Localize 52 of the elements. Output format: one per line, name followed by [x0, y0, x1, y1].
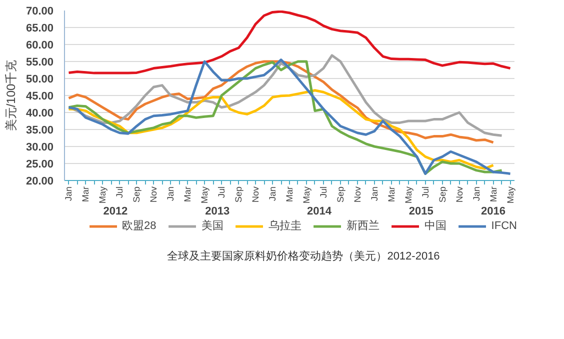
- y-tick-label: 40.00: [26, 108, 54, 120]
- y-tick-label: 25.00: [26, 158, 54, 170]
- text: 2013: [205, 206, 230, 218]
- x-tick-label: Mar: [386, 186, 396, 202]
- x-tick-label: Jul: [216, 186, 227, 198]
- x-tick-label: Nov: [352, 186, 362, 203]
- text: 2016: [481, 206, 506, 218]
- x-tick-label: May: [98, 186, 108, 204]
- x-tick-label: Jul: [420, 186, 430, 198]
- text: 2015: [408, 206, 434, 218]
- y-tick-label: 65.00: [26, 22, 54, 34]
- x-tick-label: Sep: [437, 186, 448, 203]
- x-tick-label: May: [403, 186, 414, 204]
- x-tick-label: Mar: [182, 186, 193, 202]
- y-tick-label: 45.00: [26, 90, 54, 102]
- x-tick-label: Jan: [369, 186, 380, 202]
- legend-label: IFCN: [491, 220, 517, 232]
- line-series: [67, 10, 512, 74]
- text: 2014: [306, 206, 332, 218]
- legend-label: 欧盟28: [122, 219, 156, 233]
- x-tick-label: Sep: [132, 186, 142, 203]
- x-tick-label: Sep: [335, 186, 346, 203]
- x-tick-label: Jan: [166, 186, 176, 202]
- x-tick-label: Mar: [80, 186, 91, 202]
- x-tick-label: Nov: [250, 186, 261, 203]
- y-tick-label: 30.00: [26, 142, 54, 154]
- x-tick-label: Sep: [234, 186, 244, 203]
- y-tick-label: 70.00: [26, 6, 54, 18]
- x-tick-label: Nov: [454, 186, 464, 203]
- y-tick-label: 20.00: [26, 176, 54, 188]
- x-tick-label: Jul: [318, 186, 328, 198]
- x-tick-label: May: [505, 186, 516, 204]
- x-tick-label: Jan: [471, 186, 482, 202]
- y-tick-label: 50.00: [26, 74, 54, 86]
- y-tick-label: 55.00: [26, 56, 54, 68]
- text: 2012: [103, 206, 128, 218]
- text: 全球及主要国家原料奶价格变动趋势（美元）2012-2016: [167, 250, 440, 262]
- x-tick-label: Jul: [114, 186, 125, 198]
- x-tick-label: Nov: [148, 186, 159, 203]
- x-tick-label: May: [200, 186, 210, 204]
- legend-label: 美国: [201, 218, 224, 233]
- x-tick-label: Jan: [268, 186, 278, 202]
- x-tick-label: Jan: [64, 186, 74, 202]
- legend-label: 新西兰: [346, 218, 380, 233]
- x-tick-label: Mar: [284, 186, 294, 202]
- legend-label: 中国: [424, 219, 446, 233]
- x-tick-label: Mar: [488, 186, 498, 202]
- y-tick-label: 35.00: [26, 124, 54, 136]
- y-tick-label: 60.00: [26, 40, 54, 52]
- x-tick-label: May: [301, 186, 312, 204]
- y-axis-title: 美元/100千克: [4, 60, 18, 132]
- legend-label: 乌拉圭: [268, 218, 302, 233]
